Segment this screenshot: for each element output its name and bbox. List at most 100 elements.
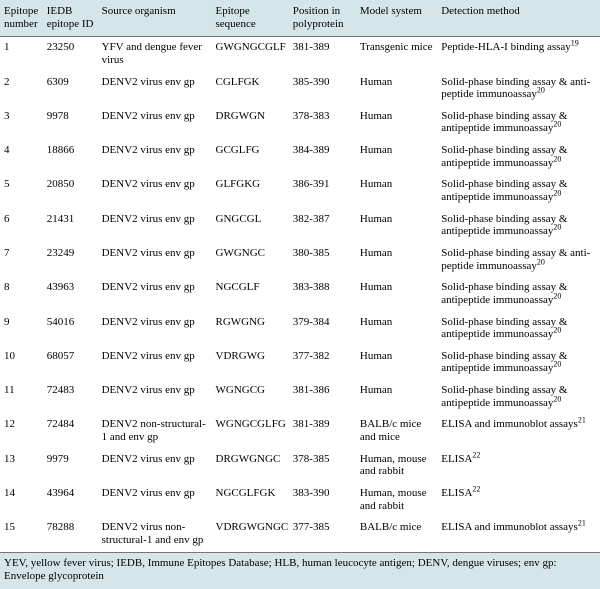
table-row: 1068057DENV2 virus env gpVDRGWG377-382Hu… xyxy=(0,346,600,380)
table-row: 843963DENV2 virus env gpNGCGLF383-388Hum… xyxy=(0,277,600,311)
cell-iedb: 54016 xyxy=(43,312,98,346)
cell-model: Human xyxy=(356,174,437,208)
cell-model: Human, mouse and rabbit xyxy=(356,449,437,483)
cell-model: Human xyxy=(356,277,437,311)
cell-seq: NGCGLF xyxy=(212,277,289,311)
cell-pos: 380-385 xyxy=(289,243,356,277)
cell-iedb: 9978 xyxy=(43,106,98,140)
cell-pos: 383-388 xyxy=(289,277,356,311)
cell-detection: Solid-phase binding assay & antipeptide … xyxy=(437,106,600,140)
cell-pos: 381-389 xyxy=(289,37,356,72)
cell-model: Human xyxy=(356,312,437,346)
cell-detection: Solid-phase binding assay & anti-peptide… xyxy=(437,72,600,106)
cell-pos: 378-383 xyxy=(289,106,356,140)
cell-iedb: 23249 xyxy=(43,243,98,277)
reference-superscript: 20 xyxy=(553,154,561,163)
cell-iedb: 43963 xyxy=(43,277,98,311)
table-row: 1443964DENV2 virus env gpNGCGLFGK383-390… xyxy=(0,483,600,517)
reference-superscript: 22 xyxy=(472,484,480,493)
cell-model: Human xyxy=(356,346,437,380)
cell-detection: Solid-phase binding assay & antipeptide … xyxy=(437,380,600,414)
cell-org: DENV2 virus env gp xyxy=(98,72,212,106)
col-header: Epitope sequence xyxy=(212,0,289,37)
col-header: Source organism xyxy=(98,0,212,37)
cell-pos: 383-390 xyxy=(289,483,356,517)
col-header: IEDB epitope ID xyxy=(43,0,98,37)
cell-detection: Solid-phase binding assay & antipeptide … xyxy=(437,174,600,208)
cell-detection: Solid-phase binding assay & antipeptide … xyxy=(437,209,600,243)
cell-seq: GWGNGC xyxy=(212,243,289,277)
epitope-table: Epitope number IEDB epitope ID Source or… xyxy=(0,0,600,552)
reference-superscript: 20 xyxy=(553,326,561,335)
cell-pos: 381-386 xyxy=(289,380,356,414)
cell-model: BALB/c mice and mice xyxy=(356,414,437,448)
cell-seq: GNGCGL xyxy=(212,209,289,243)
reference-superscript: 21 xyxy=(578,416,586,425)
cell-num: 10 xyxy=(0,346,43,380)
reference-superscript: 20 xyxy=(553,188,561,197)
cell-detection: Solid-phase binding assay & anti-peptide… xyxy=(437,243,600,277)
cell-iedb: 72483 xyxy=(43,380,98,414)
cell-org: DENV2 virus non-structural-1 and env gp xyxy=(98,517,212,551)
col-header: Detection method xyxy=(437,0,600,37)
cell-num: 5 xyxy=(0,174,43,208)
reference-superscript: 20 xyxy=(553,394,561,403)
cell-model: Human xyxy=(356,140,437,174)
cell-model: Transgenic mice xyxy=(356,37,437,72)
table-header-row: Epitope number IEDB epitope ID Source or… xyxy=(0,0,600,37)
cell-seq: GCGLFG xyxy=(212,140,289,174)
cell-detection: Solid-phase binding assay & antipeptide … xyxy=(437,140,600,174)
cell-num: 3 xyxy=(0,106,43,140)
cell-org: YFV and dengue fever virus xyxy=(98,37,212,72)
table-row: 1172483DENV2 virus env gpWGNGCG381-386Hu… xyxy=(0,380,600,414)
cell-org: DENV2 virus env gp xyxy=(98,449,212,483)
cell-num: 6 xyxy=(0,209,43,243)
cell-pos: 382-387 xyxy=(289,209,356,243)
cell-org: DENV2 virus env gp xyxy=(98,106,212,140)
cell-num: 1 xyxy=(0,37,43,72)
table-row: 954016DENV2 virus env gpRGWGNG379-384Hum… xyxy=(0,312,600,346)
cell-iedb: 78288 xyxy=(43,517,98,551)
cell-iedb: 21431 xyxy=(43,209,98,243)
reference-superscript: 20 xyxy=(537,257,545,266)
cell-pos: 385-390 xyxy=(289,72,356,106)
cell-model: Human xyxy=(356,209,437,243)
cell-seq: VDRGWGNGC xyxy=(212,517,289,551)
cell-num: 4 xyxy=(0,140,43,174)
cell-org: DENV2 virus env gp xyxy=(98,209,212,243)
table-row: 1272484DENV2 non-structural-1 and env gp… xyxy=(0,414,600,448)
cell-pos: 384-389 xyxy=(289,140,356,174)
table-row: 520850DENV2 virus env gpGLFGKG386-391Hum… xyxy=(0,174,600,208)
cell-org: DENV2 virus env gp xyxy=(98,483,212,517)
reference-superscript: 20 xyxy=(553,223,561,232)
cell-seq: DRGWGN xyxy=(212,106,289,140)
cell-org: DENV2 virus env gp xyxy=(98,140,212,174)
reference-superscript: 21 xyxy=(578,519,586,528)
cell-model: Human xyxy=(356,380,437,414)
cell-iedb: 6309 xyxy=(43,72,98,106)
cell-org: DENV2 non-structural-1 and env gp xyxy=(98,414,212,448)
cell-detection: Solid-phase binding assay & antipeptide … xyxy=(437,346,600,380)
table-row: 39978DENV2 virus env gpDRGWGN378-383Huma… xyxy=(0,106,600,140)
cell-detection: ELISA and immunoblot assays21 xyxy=(437,517,600,551)
cell-seq: RGWGNG xyxy=(212,312,289,346)
cell-pos: 378-385 xyxy=(289,449,356,483)
cell-seq: WGNGCG xyxy=(212,380,289,414)
cell-num: 2 xyxy=(0,72,43,106)
table-row: 723249DENV2 virus env gpGWGNGC380-385Hum… xyxy=(0,243,600,277)
reference-superscript: 20 xyxy=(553,291,561,300)
cell-iedb: 43964 xyxy=(43,483,98,517)
cell-seq: WGNGCGLFG xyxy=(212,414,289,448)
reference-superscript: 20 xyxy=(553,120,561,129)
cell-org: DENV2 virus env gp xyxy=(98,346,212,380)
col-header: Model system xyxy=(356,0,437,37)
cell-seq: DRGWGNGC xyxy=(212,449,289,483)
cell-model: Human xyxy=(356,243,437,277)
cell-detection: ELISA and immunoblot assays21 xyxy=(437,414,600,448)
table-row: 123250YFV and dengue fever virusGWGNGCGL… xyxy=(0,37,600,72)
cell-org: DENV2 virus env gp xyxy=(98,277,212,311)
cell-num: 15 xyxy=(0,517,43,551)
cell-detection: Solid-phase binding assay & antipeptide … xyxy=(437,277,600,311)
cell-seq: CGLFGK xyxy=(212,72,289,106)
reference-superscript: 20 xyxy=(537,86,545,95)
